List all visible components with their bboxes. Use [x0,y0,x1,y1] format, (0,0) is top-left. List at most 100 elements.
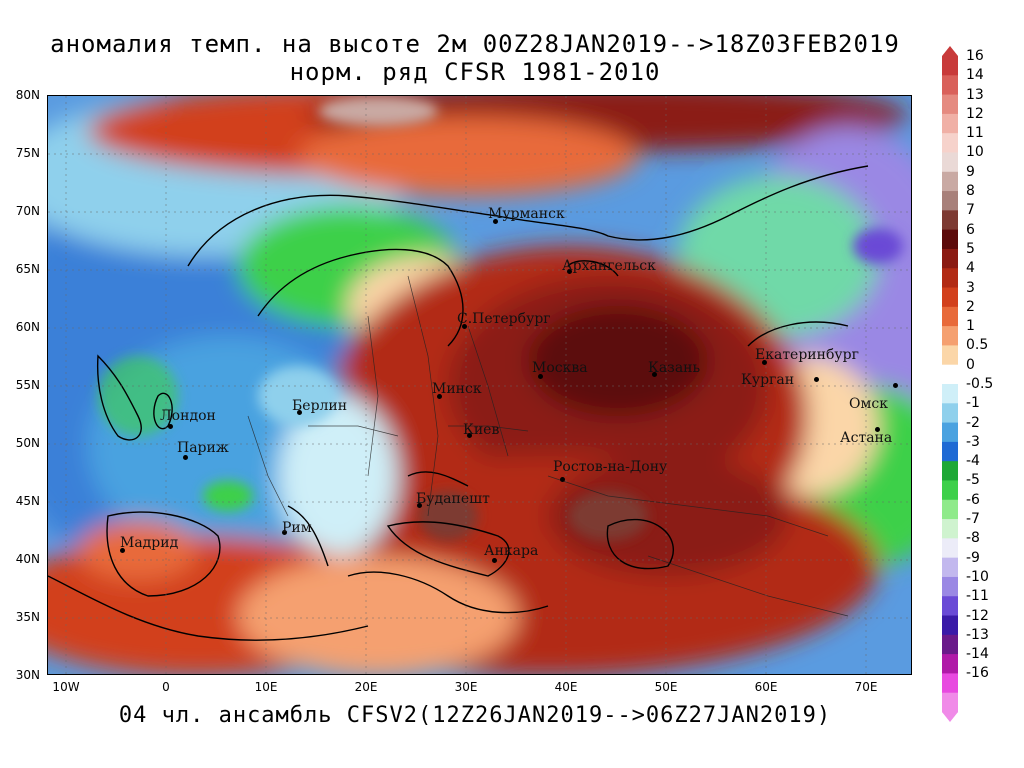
colorbar-tick-label: 2 [966,298,975,315]
lat-label-40n: 40N [15,552,40,566]
graticule [48,96,911,674]
city-label-ankara: Анкара [484,543,539,559]
lat-label-75n: 75N [15,146,40,160]
city-label-kyiv: Киев [463,422,500,438]
colorbar-swatch [942,268,958,289]
city-marker-astana [875,427,880,432]
colorbar-tick-label: -2 [966,414,980,431]
coastline-outlines [48,165,869,641]
temperature-anomaly-field [48,96,911,674]
city-marker-arkhangelsk [567,269,572,274]
lon-label-10w: 10W [52,680,80,694]
colorbar-swatch [942,480,958,501]
city-marker-st-petersburg [462,324,467,329]
city-label-kurgan: Курган [741,372,795,388]
colorbar-tick-label: 9 [966,163,975,180]
colorbar-swatch [942,384,958,404]
city-marker-kazan [652,372,657,377]
lat-label-50n: 50N [15,436,40,450]
colorbar-swatch [942,210,958,231]
lat-label-30n: 30N [15,668,40,682]
lon-label-70e: 70E [854,680,878,694]
colorbar-swatch [942,538,958,559]
colorbar-tick-label: 1 [966,318,975,335]
city-marker-minsk [437,394,442,399]
colorbar-tick-label: -1 [966,395,980,412]
anomaly-map [47,95,912,675]
colorbar-swatch [942,461,958,481]
lon-label-50e: 50E [654,680,678,694]
colorbar-tick-label: 16 [966,48,984,64]
colorbar-tick-label: -10 [966,568,989,585]
city-label-st-petersburg: С.Петербург [457,311,551,327]
colorbar-swatch [942,673,958,694]
colorbar-tick-label: -11 [966,588,989,605]
lat-label-80n: 80N [15,88,40,102]
city-label-madrid: Мадрид [120,535,179,551]
colorbar-swatch [942,499,958,520]
colorbar-tick-label: 5 [966,240,975,257]
city-label-rostov: Ростов-на-Дону [553,459,668,475]
city-marker-rome [282,530,287,535]
city-marker-kurgan [814,377,819,382]
colorbar-tick-label: -6 [966,491,980,508]
colorbar-tick-label: 12 [966,105,984,122]
lat-label-65n: 65N [15,262,40,276]
city-label-kazan: Казань [648,360,701,376]
lat-label-60n: 60N [15,320,40,334]
city-label-rome: Рим [282,520,312,536]
colorbar-top-arrow [942,46,958,56]
colorbar-tick-label: -0.5 [966,376,994,392]
city-marker-moscow [538,374,543,379]
colorbar-tick-label: 4 [966,260,975,277]
colorbar-swatch [942,326,958,346]
colorbar-swatch [942,576,958,597]
colorbar-tick-label: -8 [966,530,980,547]
city-label-arkhangelsk: Архангельск [562,258,656,274]
city-label-astana: Астана [840,430,893,446]
city-label-yekaterinburg: Екатеринбург [755,347,859,363]
colorbar-swatch [942,75,958,96]
lon-label-20e: 20E [354,680,378,694]
colorbar-tick-label: -9 [966,549,980,566]
colorbar-tick-label: 3 [966,279,975,296]
city-marker-budapest [417,503,422,508]
lon-label-0: 0 [162,680,170,694]
colorbar-tick-label: 0 [966,356,975,373]
lon-label-60e: 60E [754,680,778,694]
colorbar-tick-label: -4 [966,453,980,470]
colorbar-tick-label: -16 [966,665,989,682]
lat-label-70n: 70N [15,204,40,218]
city-label-minsk: Минск [432,381,482,397]
colorbar-swatch [942,654,958,674]
colorbar-swatch [942,557,958,578]
colorbar-swatch [942,306,958,327]
colorbar-swatch [942,441,958,462]
lat-label-45n: 45N [15,494,40,508]
colorbar-swatch [942,615,958,636]
city-label-paris: Париж [177,440,229,456]
colorbar-swatch [942,596,958,617]
colorbar-swatch [942,403,958,424]
city-label-omsk: Омск [849,396,888,412]
city-label-budapest: Будапешт [416,491,490,507]
colorbar-swatch [942,248,958,269]
city-marker-madrid [120,548,125,553]
colorbar-tick-label: -14 [966,646,989,663]
colorbar-bottom-arrow [942,712,958,722]
map-title: аномалия темп. на высоте 2м 00Z28JAN2019… [50,30,900,58]
colorbar-tick-label: 10 [966,144,984,161]
colorbar-swatch [942,422,958,443]
lon-label-40e: 40E [554,680,578,694]
city-marker-berlin [297,410,302,415]
colorbar-swatch [942,229,958,250]
lon-label-10e: 10E [254,680,278,694]
colorbar-tick-label: 13 [966,86,984,103]
colorbar-swatch [942,364,958,385]
colorbar-tick-label: -12 [966,607,989,624]
colorbar-tick-label: 8 [966,183,975,200]
city-marker-london [168,424,173,429]
city-label-murmansk: Мурманск [488,206,565,222]
city-marker-omsk [893,383,898,388]
colorbar-tick-label: -7 [966,511,980,528]
